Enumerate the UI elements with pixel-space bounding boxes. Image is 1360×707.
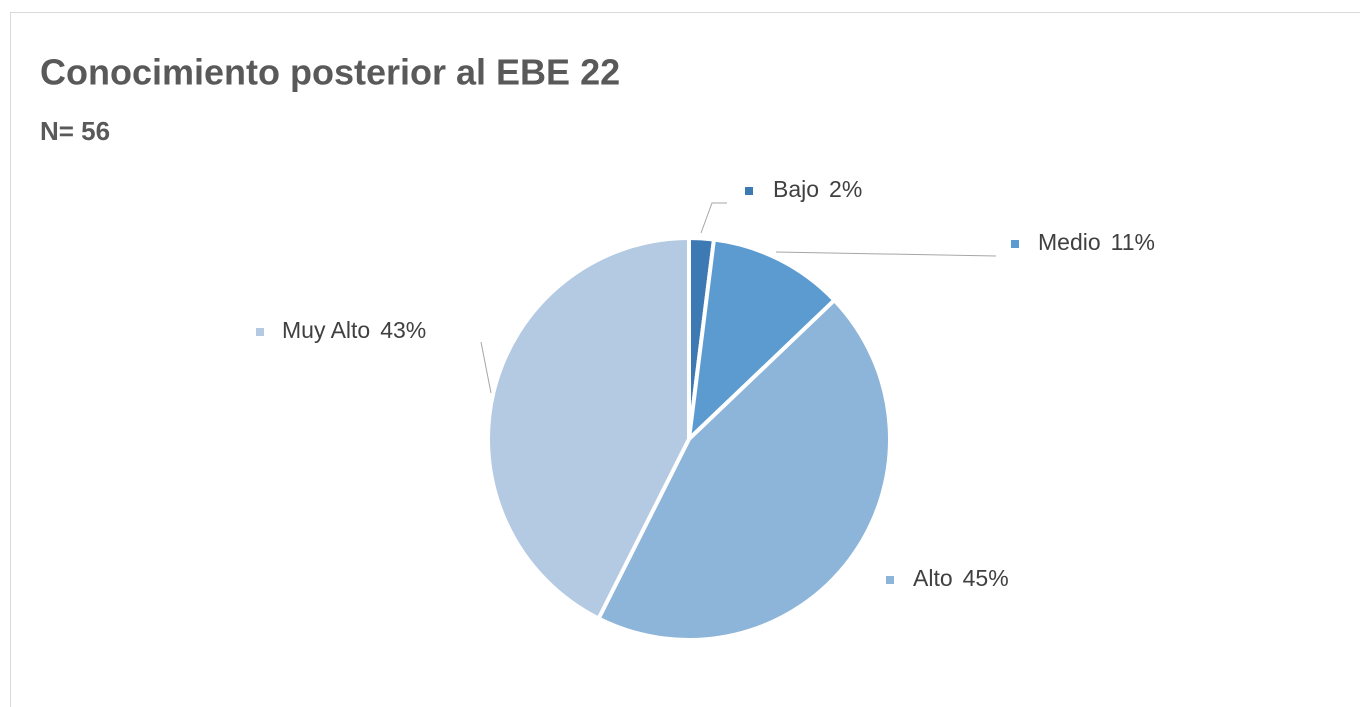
value-label: 2% [829,176,862,202]
pie-slice [596,298,892,642]
data-label: Bajo 2% [773,176,862,202]
legend-marker [886,576,894,584]
category-name: Alto [913,565,953,591]
legend-marker [1011,240,1019,248]
pie-slice [486,236,691,621]
leader-line [480,341,492,394]
category-name: Muy Alto [282,317,370,343]
pie-slice [687,237,837,441]
category-name: Medio [1038,229,1101,255]
chart-title: Conocimiento posterior al EBE 22 [40,52,620,93]
legend-marker [256,328,264,336]
leader-line [700,202,727,234]
value-label: 45% [963,565,1009,591]
legend-marker [745,187,753,195]
value-label: 43% [380,317,426,343]
chart-subtitle: N= 56 [40,116,110,146]
data-label: Muy Alto 43% [282,317,426,343]
category-name: Bajo [773,176,819,202]
leader-line [775,251,997,257]
value-label: 11% [1111,229,1155,255]
data-label: Alto 45% [913,565,1009,591]
data-label: Medio 11% [1038,229,1155,255]
chart-border [10,12,1360,707]
